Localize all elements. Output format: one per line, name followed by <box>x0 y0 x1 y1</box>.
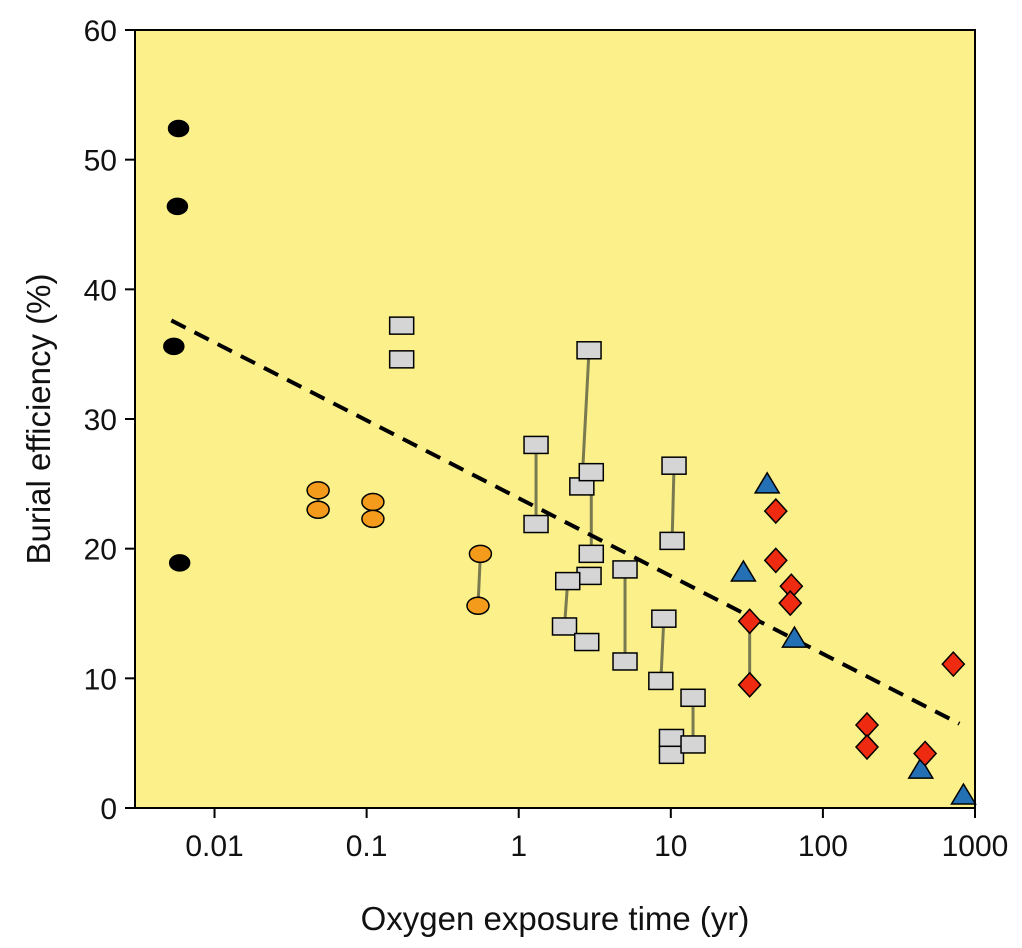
x-tick-label: 0.01 <box>185 830 243 863</box>
black-circle-point <box>167 119 190 138</box>
y-tick-label: 20 <box>84 534 117 567</box>
gray-square-point <box>680 735 706 754</box>
data-points <box>163 119 977 805</box>
orange-oval-point <box>306 500 330 520</box>
gray-square-point <box>523 435 549 455</box>
orange-oval-point <box>466 596 490 615</box>
gray-square-point <box>573 632 600 652</box>
gray-square-point <box>648 671 674 691</box>
blue-triangle-point <box>753 471 781 494</box>
gray-square-point <box>680 688 706 708</box>
y-tick-label: 0 <box>100 793 117 826</box>
gray-square-point <box>612 652 638 671</box>
gray-square-point <box>658 728 685 748</box>
red-diamond-point <box>855 733 880 761</box>
x-tick-label: 10 <box>654 830 687 863</box>
orange-oval-point <box>361 509 385 529</box>
black-circle-point <box>166 197 189 216</box>
gray-square-point <box>658 745 685 765</box>
gray-square-point <box>523 514 549 534</box>
gray-square-point <box>578 544 605 564</box>
orange-oval-point <box>468 544 493 564</box>
plot-area <box>134 29 976 809</box>
blue-triangle-point <box>730 559 757 582</box>
gray-square-point <box>612 560 638 579</box>
x-tick-label: 0.1 <box>346 830 388 863</box>
red-diamond-point <box>737 608 762 635</box>
gray-square-point <box>661 456 687 475</box>
gray-square-point <box>388 350 415 369</box>
gray-square-point <box>576 566 602 586</box>
y-tick-label: 30 <box>84 404 117 437</box>
x-tick-label: 1 <box>510 830 527 863</box>
gray-square-point <box>578 462 605 482</box>
gray-square-point <box>651 609 677 628</box>
red-diamond-point <box>737 671 762 698</box>
red-diamond-point <box>913 740 938 767</box>
y-axis-title: Burial efficiency (%) <box>20 274 57 565</box>
blue-triangle-point <box>950 782 977 805</box>
gray-square-point <box>576 341 602 360</box>
red-diamond-point <box>778 590 803 617</box>
red-diamond-point <box>941 650 966 678</box>
y-tick-label: 40 <box>84 274 117 307</box>
trendline-layer <box>170 318 961 726</box>
x-axis-title: Oxygen exposure time (yr) <box>361 900 750 937</box>
pair-link <box>659 618 666 681</box>
y-tick-label: 60 <box>84 15 117 48</box>
gray-square-point <box>388 316 415 335</box>
x-tick-label: 1000 <box>942 830 1009 863</box>
y-tick-label: 50 <box>84 145 117 178</box>
gray-square-point <box>551 617 578 636</box>
x-axis-ticks: 0.01 0.1 1 10 100 1000 <box>185 808 1008 863</box>
red-diamond-point <box>763 497 788 525</box>
x-tick-label: 100 <box>798 830 848 863</box>
orange-oval-point <box>361 492 385 512</box>
black-circle-point <box>163 337 185 356</box>
orange-oval-point <box>306 481 330 500</box>
gray-square-point <box>554 571 581 591</box>
y-tick-label: 10 <box>84 663 117 696</box>
gray-square-point <box>659 531 685 551</box>
pair-link <box>670 465 676 541</box>
black-circle-point <box>168 554 191 572</box>
blue-triangle-point <box>781 625 808 648</box>
trendline <box>170 318 961 726</box>
y-axis-ticks: 0 10 20 30 40 50 60 <box>84 15 135 826</box>
blue-triangle-point <box>907 756 935 779</box>
red-diamond-point <box>763 547 788 574</box>
